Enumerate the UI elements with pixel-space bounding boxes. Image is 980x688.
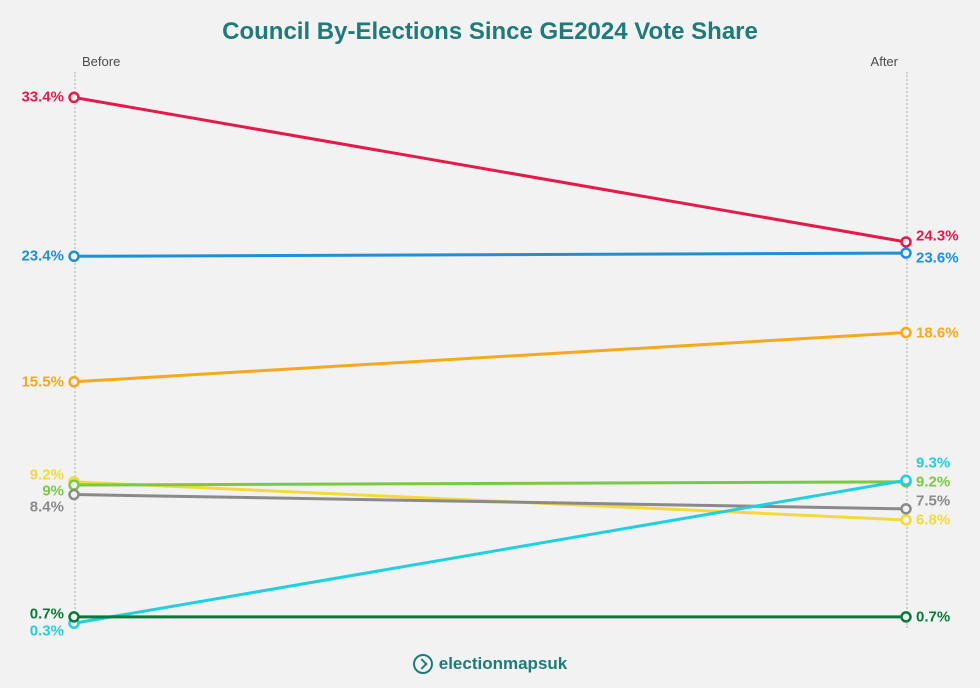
- series-label-before-plaid: 0.7%: [30, 605, 64, 622]
- series-marker-reform-after: [902, 476, 911, 485]
- series-marker-snp-after: [902, 515, 911, 524]
- axis-label-before: Before: [82, 54, 120, 69]
- series-marker-plaid-before: [70, 612, 79, 621]
- series-label-before-conservative: 23.4%: [21, 248, 64, 265]
- series-marker-independent-before: [70, 490, 79, 499]
- series-marker-labour-before: [70, 93, 79, 102]
- series-label-after-reform: 9.3%: [916, 454, 950, 471]
- series-line-labour: [74, 97, 906, 242]
- series-label-after-plaid: 0.7%: [916, 608, 950, 625]
- slope-lines: [0, 72, 980, 628]
- globe-arrow-icon: [413, 654, 433, 674]
- series-label-before-snp: 9.2%: [30, 467, 64, 484]
- series-label-before-independent: 8.4%: [30, 499, 64, 516]
- series-label-after-labour: 24.3%: [916, 227, 959, 244]
- series-marker-libdem-before: [70, 377, 79, 386]
- series-label-before-libdem: 15.5%: [21, 373, 64, 390]
- series-label-before-reform: 0.3%: [30, 623, 64, 640]
- series-label-before-labour: 33.4%: [21, 89, 64, 106]
- series-marker-plaid-after: [902, 612, 911, 621]
- slope-chart: 33.4% 24.3% 23.4% 23.6% 15.5% 18.6% 9.2% 6.8% 9%…: [0, 72, 980, 628]
- series-marker-green-before: [70, 481, 79, 490]
- series-marker-conservative-after: [902, 249, 911, 258]
- axis-label-after: After: [871, 54, 898, 69]
- series-label-after-green: 9.2%: [916, 473, 950, 490]
- series-marker-conservative-before: [70, 252, 79, 261]
- series-marker-labour-after: [902, 237, 911, 246]
- series-label-after-snp: 6.8%: [916, 511, 950, 528]
- series-label-after-libdem: 18.6%: [916, 324, 959, 341]
- series-label-after-independent: 7.5%: [916, 492, 950, 509]
- series-label-after-conservative: 23.6%: [916, 249, 959, 266]
- chart-title: Council By-Elections Since GE2024 Vote S…: [0, 0, 980, 46]
- series-label-before-green: 9%: [42, 483, 64, 500]
- series-marker-independent-after: [902, 504, 911, 513]
- series-line-conservative: [74, 253, 906, 256]
- series-line-libdem: [74, 333, 906, 382]
- footer-brand: electionmapsuk: [0, 654, 980, 674]
- series-line-green: [74, 482, 906, 485]
- footer-brand-text: electionmapsuk: [439, 654, 568, 674]
- series-marker-libdem-after: [902, 328, 911, 337]
